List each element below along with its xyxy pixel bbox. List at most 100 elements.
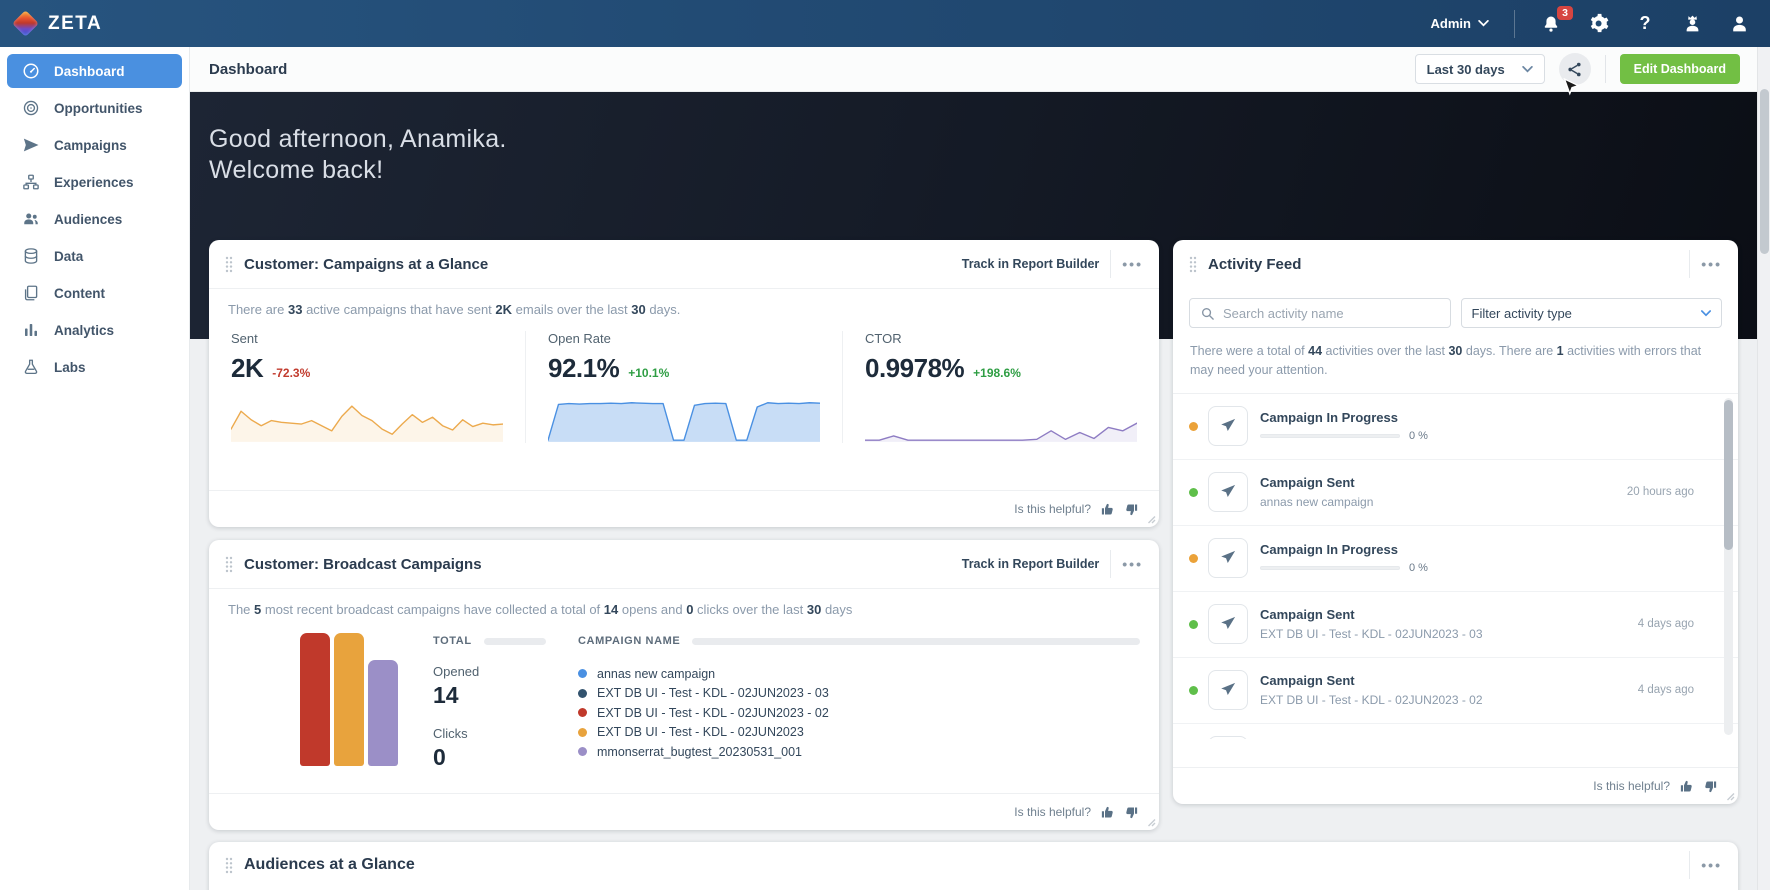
thumbs-down-button[interactable]	[1124, 502, 1139, 517]
drag-handle-icon[interactable]	[225, 556, 233, 573]
activity-title: Campaign In Progress	[1260, 410, 1398, 426]
legend-dot	[578, 747, 587, 757]
sidebar-item-labs[interactable]: Labs	[7, 350, 182, 384]
stats-row: Sent 2K -72.3% Open Rate 92.1% +10.1% CT…	[209, 319, 1159, 443]
sidebar-item-label: Experiences	[54, 174, 134, 190]
sidebar-item-label: Dashboard	[54, 63, 125, 79]
card-menu-button[interactable]: •••	[1122, 256, 1143, 272]
track-in-report-builder-link[interactable]: Track in Report Builder	[961, 557, 1100, 571]
scrollbar-thumb[interactable]	[1760, 89, 1769, 254]
drag-handle-icon[interactable]	[1189, 256, 1197, 273]
sidebar-item-content[interactable]: Content	[7, 276, 182, 310]
share-button[interactable]	[1558, 53, 1591, 85]
legend-item[interactable]: EXT DB UI - Test - KDL - 02JUN2023	[578, 723, 1140, 743]
legend-label: EXT DB UI - Test - KDL - 02JUN2023	[597, 725, 804, 740]
sidebar-item-dashboard[interactable]: Dashboard	[7, 54, 182, 88]
activity-time: 4 days ago	[1637, 618, 1694, 631]
card-menu-button[interactable]: •••	[1701, 256, 1722, 272]
status-dot	[1189, 487, 1198, 497]
activity-search[interactable]	[1189, 298, 1451, 328]
thumbs-down-button[interactable]	[1703, 779, 1718, 794]
thumbs-up-button[interactable]	[1100, 502, 1115, 517]
activity-row[interactable]: Campaign In Progress 0 %	[1173, 526, 1738, 592]
admin-label: Admin	[1430, 16, 1471, 31]
card-broadcast-campaigns: Customer: Broadcast Campaigns Track in R…	[209, 540, 1159, 830]
admin-menu[interactable]: Admin	[1431, 16, 1489, 31]
settings-button[interactable]	[1587, 13, 1609, 35]
drag-handle-icon[interactable]	[225, 857, 233, 874]
resize-handle[interactable]	[1146, 514, 1156, 524]
bar-segment	[368, 659, 398, 766]
legend-label: EXT DB UI - Test - KDL - 02JUN2023 - 03	[597, 686, 829, 701]
activity-scrollbar[interactable]	[1724, 397, 1733, 735]
activity-row[interactable]: Campaign Sent EXT DB UI - Test - KDL - 0…	[1173, 592, 1738, 658]
card-summary: There are 33 active campaigns that have …	[228, 302, 681, 317]
activity-row[interactable]: Campaign Sent EXT DB UI - Test - KDL - 0…	[1173, 658, 1738, 724]
legend-dot	[578, 688, 587, 698]
card-title: Customer: Campaigns at a Glance	[244, 255, 489, 273]
help-button[interactable]: ?	[1634, 13, 1656, 35]
sidebar-item-opportunities[interactable]: Opportunities	[7, 91, 182, 125]
impersonate-button[interactable]	[1681, 13, 1703, 35]
sidebar-item-campaigns[interactable]: Campaigns	[7, 128, 182, 162]
activity-subtitle: annas new campaign	[1260, 495, 1374, 510]
activity-title: Campaign Sent	[1260, 673, 1355, 689]
legend-item[interactable]: EXT DB UI - Test - KDL - 02JUN2023 - 02	[578, 703, 1140, 723]
people-icon	[21, 210, 40, 229]
resize-handle[interactable]	[1146, 817, 1156, 827]
greeting-text: Good afternoon, Anamika. Welcome back!	[190, 92, 1770, 187]
legend-item[interactable]: mmonserrat_bugtest_20230531_001	[578, 742, 1140, 762]
zeta-logo[interactable]: ZETA	[0, 10, 102, 37]
header-pill	[692, 637, 1140, 645]
sidebar-item-analytics[interactable]: Analytics	[7, 313, 182, 347]
total-header: TOTAL	[433, 635, 472, 647]
card-title: Audiences at a Glance	[244, 856, 415, 873]
broadcast-bar-chart	[300, 633, 398, 766]
stat-delta: +198.6%	[973, 366, 1021, 380]
card-campaigns-at-a-glance: Customer: Campaigns at a Glance Track in…	[209, 240, 1159, 527]
activity-row[interactable]: Campaign In Progress 0 %	[1173, 394, 1738, 460]
target-icon	[21, 99, 40, 118]
card-menu-button[interactable]: •••	[1122, 556, 1143, 572]
scrollbar-thumb[interactable]	[1724, 399, 1733, 550]
status-dot	[1189, 553, 1198, 563]
pages-icon	[21, 284, 40, 303]
sidebar-item-audiences[interactable]: Audiences	[7, 202, 182, 236]
thumbs-up-button[interactable]	[1100, 805, 1115, 820]
clicks-value: 0	[433, 744, 446, 770]
sidebar-item-label: Campaigns	[54, 137, 127, 153]
bell-icon	[1541, 14, 1561, 34]
zeta-diamond-icon	[12, 10, 39, 37]
card-activity-feed: Activity Feed ••• Filter activity type T…	[1173, 240, 1738, 804]
divider	[1689, 250, 1691, 278]
account-button[interactable]	[1728, 13, 1750, 35]
track-in-report-builder-link[interactable]: Track in Report Builder	[961, 257, 1100, 271]
legend-item[interactable]: EXT DB UI - Test - KDL - 02JUN2023 - 03	[578, 684, 1140, 704]
thumbs-down-button[interactable]	[1124, 805, 1139, 820]
activity-row[interactable]: Campaign Sent annas new campaign 20 hour…	[1173, 460, 1738, 526]
filter-label: Filter activity type	[1471, 305, 1572, 321]
campaign-legend: annas new campaign EXT DB UI - Test - KD…	[578, 664, 1140, 762]
card-menu-button[interactable]: •••	[1701, 857, 1722, 873]
legend-item[interactable]: annas new campaign	[578, 664, 1140, 684]
help-icon: ?	[1639, 13, 1651, 33]
stat-label: Sent	[231, 331, 258, 346]
sent-sparkline	[231, 396, 503, 443]
stat-open-rate: Open Rate 92.1% +10.1%	[525, 331, 842, 443]
stat-value: 92.1%	[548, 353, 620, 383]
activity-type-filter[interactable]: Filter activity type	[1460, 298, 1722, 328]
sidebar-item-data[interactable]: Data	[7, 239, 182, 273]
thumbs-up-button[interactable]	[1679, 779, 1694, 794]
resize-handle[interactable]	[1725, 791, 1735, 801]
search-input[interactable]	[1223, 305, 1440, 321]
sidebar-item-experiences[interactable]: Experiences	[7, 165, 182, 199]
date-range-select[interactable]: Last 30 days	[1414, 54, 1545, 84]
page-scrollbar[interactable]	[1757, 47, 1770, 890]
activity-row-partial[interactable]	[1173, 724, 1738, 739]
opened-value: 14	[433, 682, 459, 708]
drag-handle-icon[interactable]	[225, 256, 233, 273]
edit-dashboard-button[interactable]: Edit Dashboard	[1619, 54, 1740, 84]
sidebar: Dashboard Opportunities Campaigns Experi…	[0, 47, 190, 890]
legend-dot	[578, 708, 587, 718]
notifications-button[interactable]: 3	[1540, 5, 1573, 35]
